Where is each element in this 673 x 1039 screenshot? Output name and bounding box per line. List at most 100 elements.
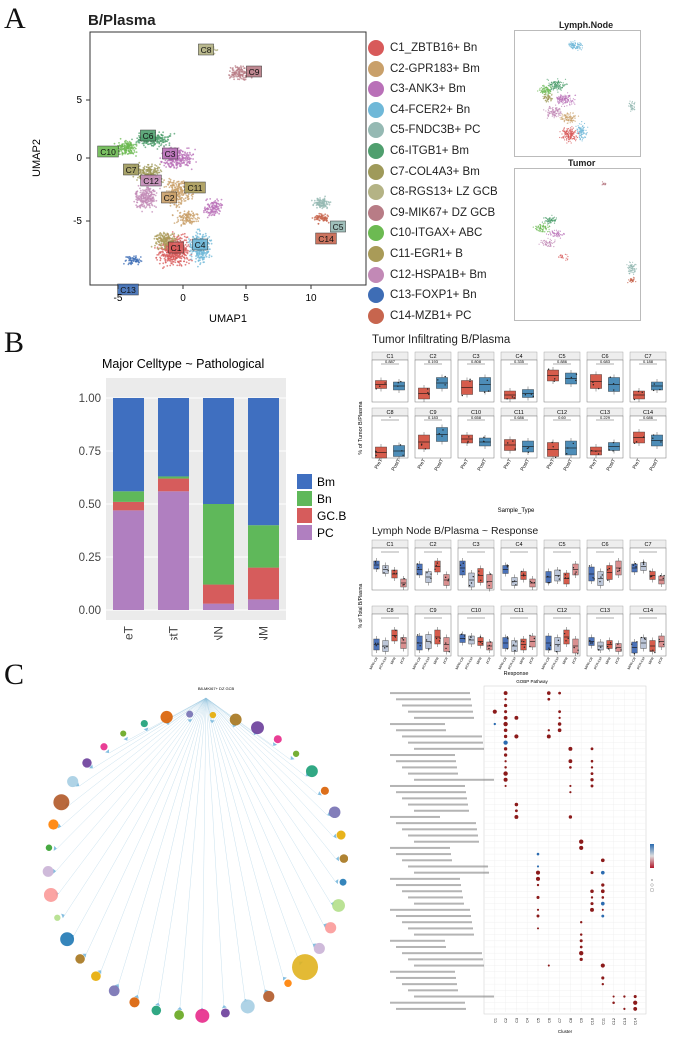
small-umap-cell — [568, 95, 569, 96]
umap-cell — [176, 181, 178, 183]
small-umap-cell — [548, 231, 549, 232]
small-umap-cell — [568, 113, 569, 114]
umap-cell — [161, 240, 163, 242]
small-umap-cell — [582, 139, 583, 140]
umap-cell — [188, 238, 190, 240]
umap-cell — [214, 210, 216, 212]
umap-cell — [173, 167, 175, 169]
small-umap-cell — [565, 254, 566, 255]
umap-cell — [220, 207, 222, 209]
umap-cell — [148, 193, 150, 195]
bar-segment — [113, 502, 144, 510]
small-umap-cell — [546, 229, 547, 230]
umap-cell — [142, 189, 144, 191]
umap-cell — [315, 217, 317, 219]
box-point — [444, 376, 445, 377]
box-pvalue: 0.886 — [557, 359, 568, 364]
umap-cell — [328, 202, 330, 204]
box-point — [461, 633, 462, 634]
small-umap-cell — [563, 82, 564, 83]
small-umap-cell — [554, 241, 555, 242]
umap-cell — [159, 244, 161, 246]
box-point — [660, 575, 661, 576]
box-panel: C6 — [587, 540, 623, 590]
umap-cell — [164, 253, 166, 255]
umap-cell — [170, 234, 172, 236]
small-umap-cell — [547, 231, 548, 232]
box-point — [377, 643, 378, 644]
small-umap-cell — [569, 104, 570, 105]
box-point — [449, 651, 450, 652]
bar-xtick-label: PostLNM — [257, 626, 271, 640]
small-umap-cell — [560, 84, 561, 85]
umap-cell — [195, 161, 197, 163]
umap-cell — [177, 194, 179, 196]
umap-cell — [171, 182, 173, 184]
ln-box-panels: C1 C2 C3 C4 C5 C6 C7C8MPR-CRpCR-Ctrl MPR pCRC9MP… — [369, 540, 666, 670]
small-umap-cell — [583, 132, 584, 133]
umap-cell — [161, 140, 163, 142]
umap-cell — [150, 166, 152, 168]
box-point — [439, 637, 440, 638]
box-point — [636, 441, 637, 442]
umap-cell — [233, 78, 235, 80]
umap-cell — [234, 76, 236, 78]
small-umap-cell — [543, 243, 544, 244]
legend-swatch — [368, 287, 384, 303]
small-umap-cell — [565, 98, 566, 99]
umap-cell — [163, 255, 165, 257]
umap-cell — [177, 210, 179, 212]
umap-cell — [202, 254, 204, 256]
box-point — [663, 575, 664, 576]
umap-cell — [191, 168, 193, 170]
small-umap-cell — [584, 123, 585, 124]
box-point — [448, 579, 449, 580]
umap-cell — [170, 133, 172, 135]
small-umap-cell — [556, 113, 557, 114]
small-umap-cell — [560, 115, 561, 116]
box-point — [577, 650, 578, 651]
box-panel: C10MPR-CRpCR-Ctrl MPR pCR — [455, 606, 494, 670]
box-point — [417, 573, 418, 574]
small-umap-cell — [579, 42, 580, 43]
small-umap-cell — [630, 271, 631, 272]
umap-cell — [184, 252, 186, 254]
umap-cell — [141, 260, 143, 262]
small-umap-cell — [561, 117, 562, 118]
box-point — [607, 580, 608, 581]
small-umap-cell — [631, 278, 632, 279]
umap-cell — [153, 194, 155, 196]
box-panel: C14MPR-CRpCR-Ctrl MPR pCR — [627, 606, 666, 670]
small-umap-cell — [567, 101, 568, 102]
umap-cell — [168, 190, 170, 192]
box-point — [487, 380, 488, 381]
umap-cell — [141, 211, 143, 213]
box-point — [567, 447, 568, 448]
umap-cell — [155, 195, 157, 197]
small-umap-cell — [555, 105, 556, 106]
box-panel: C70.188 — [630, 352, 666, 402]
box-point — [651, 576, 652, 577]
box-point — [598, 388, 599, 389]
box-point — [559, 570, 560, 571]
small-umap-cell — [567, 129, 568, 130]
umap-cell — [201, 251, 203, 253]
small-umap-cell — [575, 48, 576, 49]
box-point — [514, 580, 515, 581]
small-umap-cell — [547, 89, 548, 90]
small-umap-cell — [558, 84, 559, 85]
small-umap-cell — [566, 138, 567, 139]
box-group-label: PostT — [563, 458, 575, 472]
box-point — [480, 636, 481, 637]
box-group-label: MPR — [562, 656, 570, 665]
small-umap-cell — [539, 230, 540, 231]
umap-cell — [214, 200, 216, 202]
umap-cell — [142, 173, 144, 175]
small-umap-cell — [549, 221, 550, 222]
umap-cell — [329, 204, 331, 206]
umap-cell — [244, 79, 246, 81]
umap-cell — [166, 256, 168, 258]
umap-cell — [176, 183, 178, 185]
small-umap-cell — [545, 223, 546, 224]
small-umap-cell — [631, 282, 632, 283]
